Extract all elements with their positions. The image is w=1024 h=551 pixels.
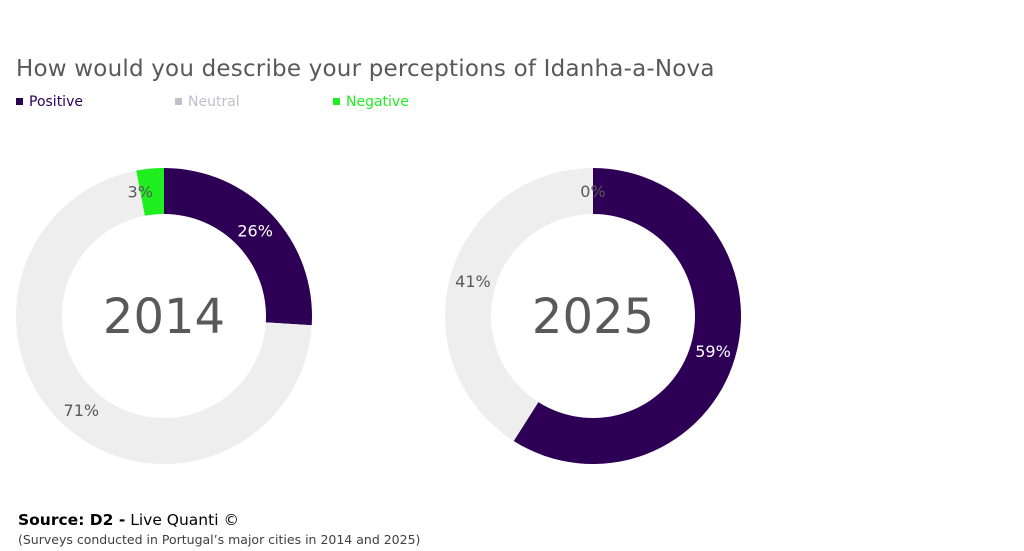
center-label-2014: 2014 xyxy=(103,289,225,345)
legend-swatch-negative xyxy=(333,98,340,105)
slice-label-negative-2025: 0% xyxy=(580,182,605,201)
slice-label-neutral-2025: 41% xyxy=(455,272,491,291)
legend-swatch-positive xyxy=(16,98,23,105)
slice-label-positive-2014: 26% xyxy=(237,221,273,240)
slice-label-negative-2014: 3% xyxy=(128,183,153,202)
slice-label-positive-2025: 59% xyxy=(695,342,731,361)
source-text: Live Quanti © xyxy=(125,511,239,529)
legend-label-neutral: Neutral xyxy=(188,94,240,110)
chart-title: How would you describe your perceptions … xyxy=(16,56,715,82)
legend-item-negative: Negative xyxy=(333,94,409,110)
slice-positive-2025 xyxy=(513,168,741,465)
source-line: Source: D2 - Live Quanti © xyxy=(18,511,239,529)
legend-label-negative: Negative xyxy=(346,94,409,110)
donut-2025: 59% 41% 0% 2025 xyxy=(445,168,741,465)
slice-neutral-2014 xyxy=(16,170,312,464)
donut-2014: 26% 71% 3% 2014 xyxy=(16,168,312,464)
legend-swatch-neutral xyxy=(175,98,182,105)
center-label-2025: 2025 xyxy=(532,289,654,345)
legend: Positive Neutral Negative xyxy=(16,94,616,114)
slice-label-neutral-2014: 71% xyxy=(64,401,100,420)
legend-label-positive: Positive xyxy=(29,94,83,110)
slice-positive-2014 xyxy=(164,168,312,326)
source-label: Source: D2 - xyxy=(18,511,126,529)
slice-neutral-2025 xyxy=(445,168,593,441)
legend-item-neutral: Neutral xyxy=(175,94,240,110)
slice-negative-2014 xyxy=(136,168,164,216)
source-note: (Surveys conducted in Portugal’s major c… xyxy=(18,532,421,547)
legend-item-positive: Positive xyxy=(16,94,83,110)
